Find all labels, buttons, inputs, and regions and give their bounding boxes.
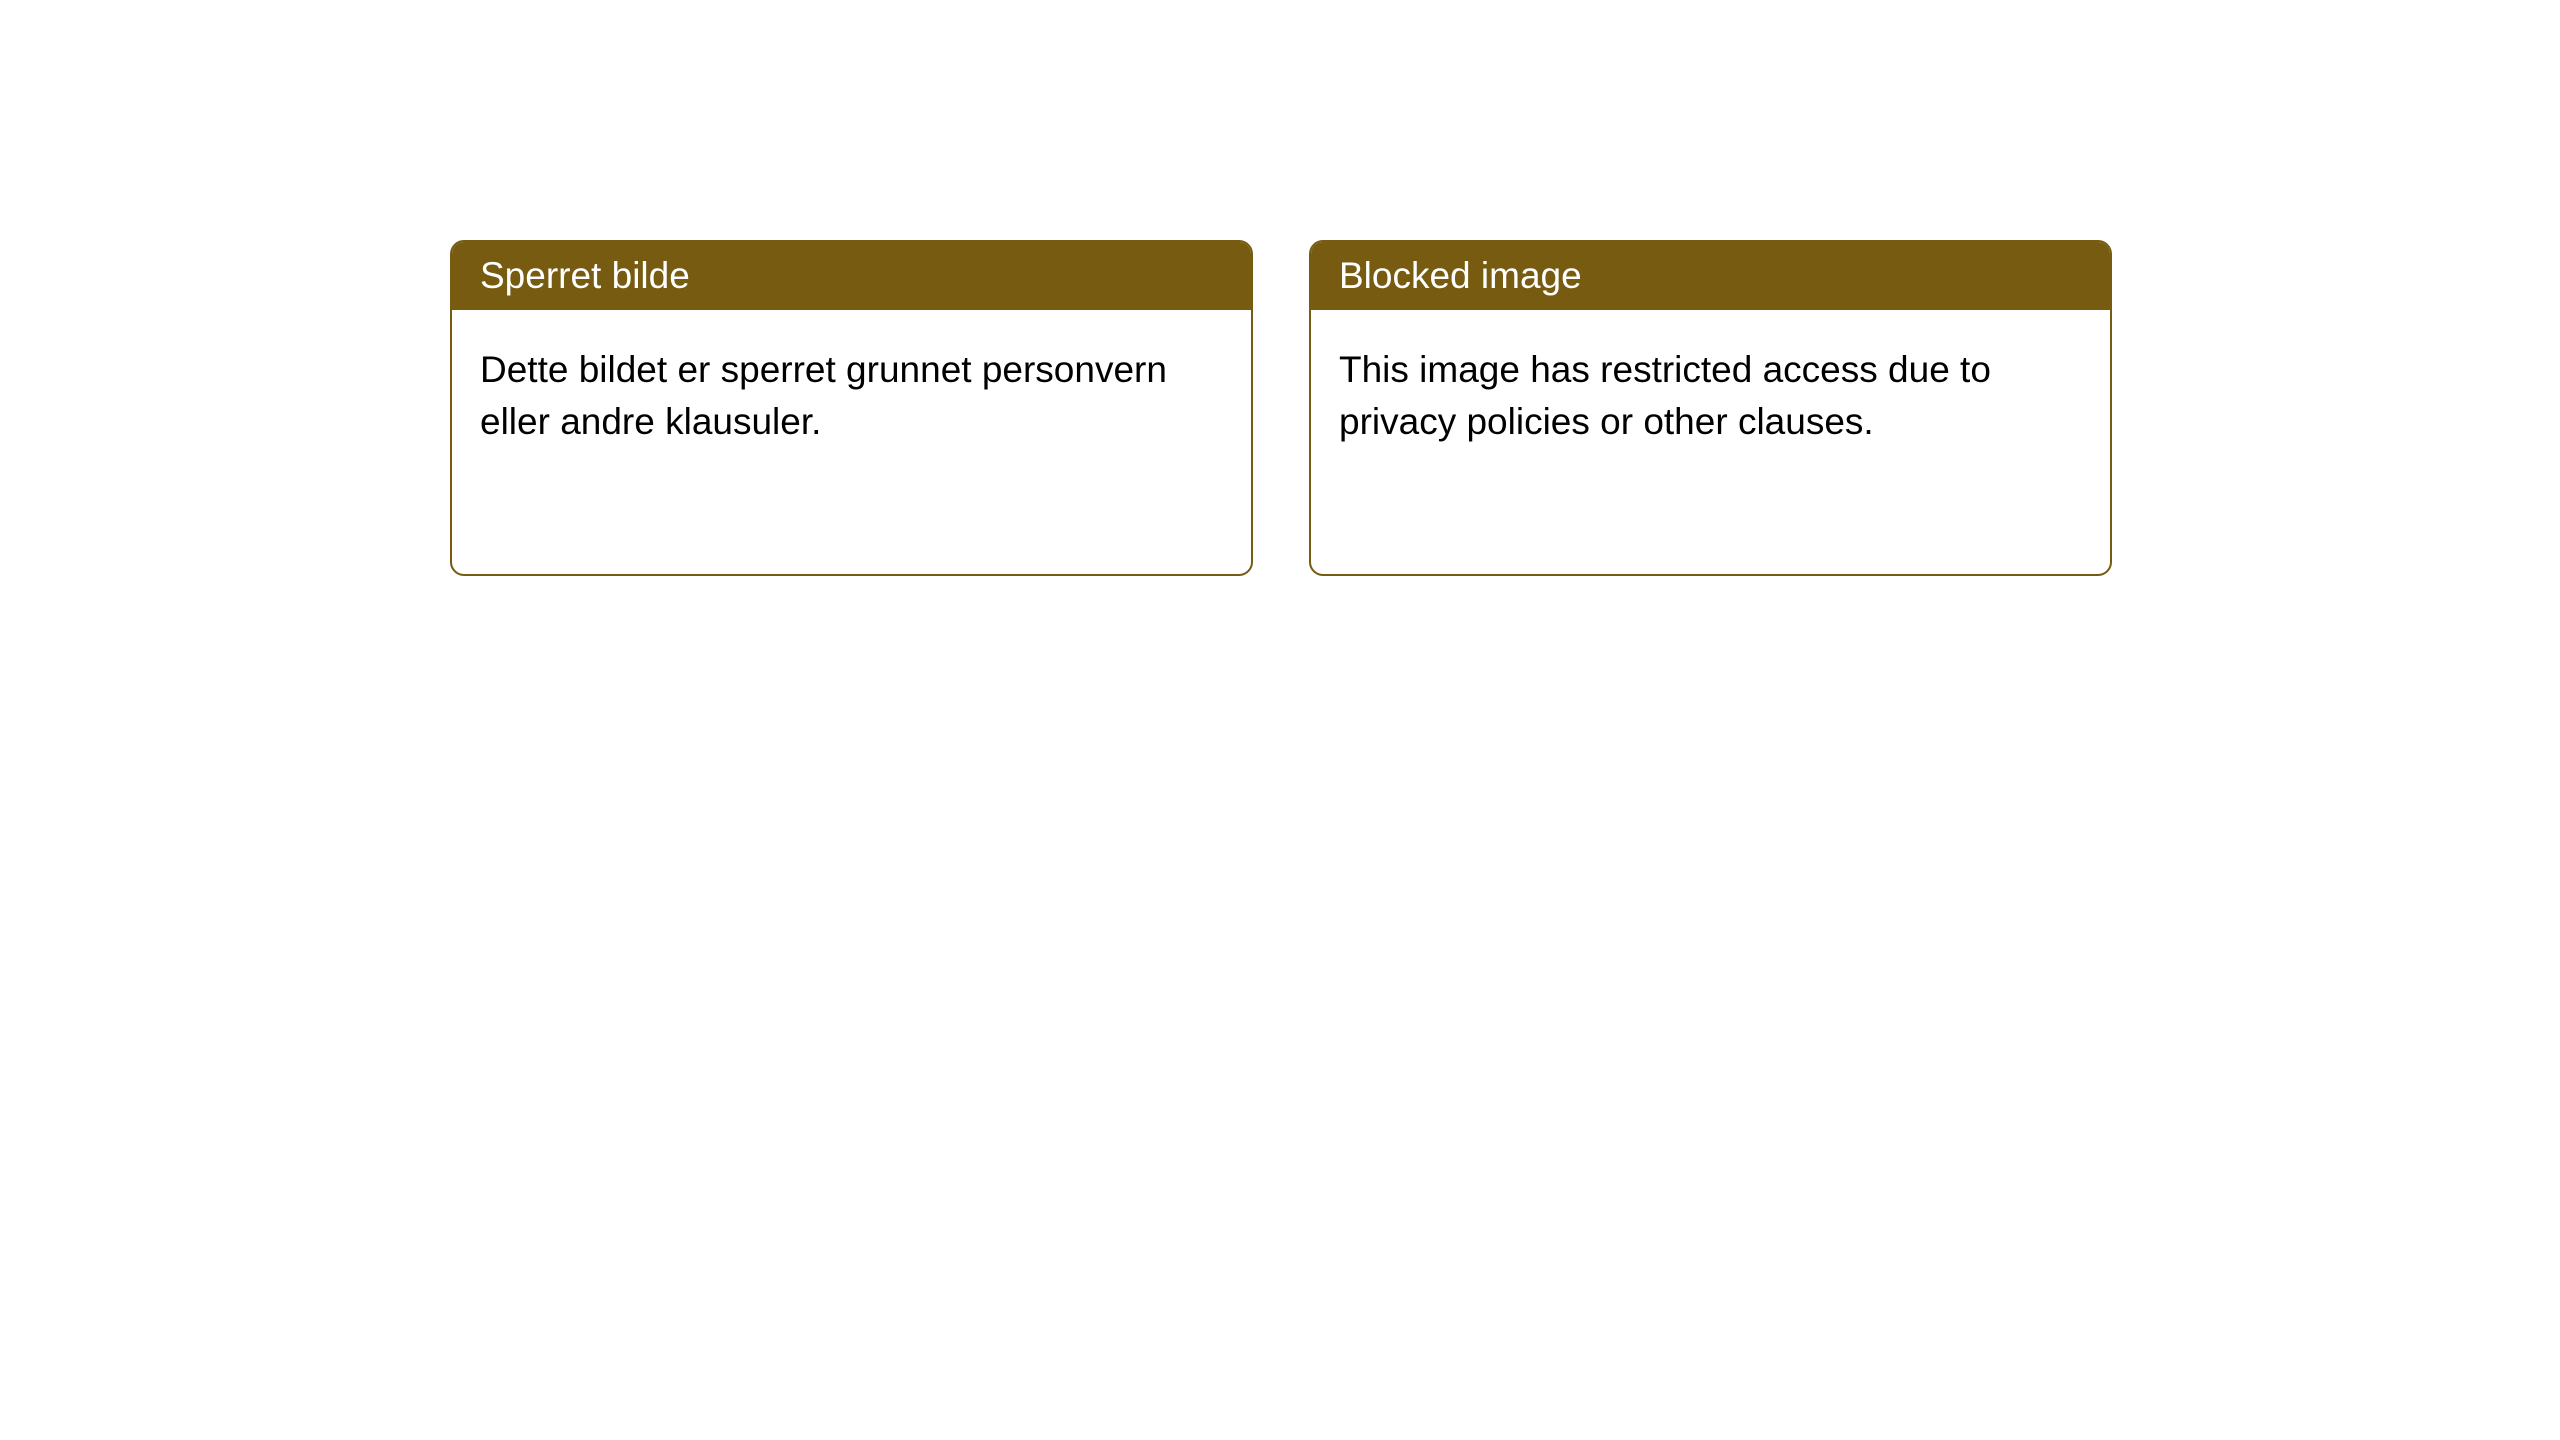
notice-card-english: Blocked image This image has restricted … [1309,240,2112,576]
notice-header-norwegian: Sperret bilde [452,242,1251,310]
notice-container: Sperret bilde Dette bildet er sperret gr… [450,240,2112,576]
notice-body-norwegian: Dette bildet er sperret grunnet personve… [452,310,1251,482]
notice-header-english: Blocked image [1311,242,2110,310]
notice-body-english: This image has restricted access due to … [1311,310,2110,482]
notice-card-norwegian: Sperret bilde Dette bildet er sperret gr… [450,240,1253,576]
